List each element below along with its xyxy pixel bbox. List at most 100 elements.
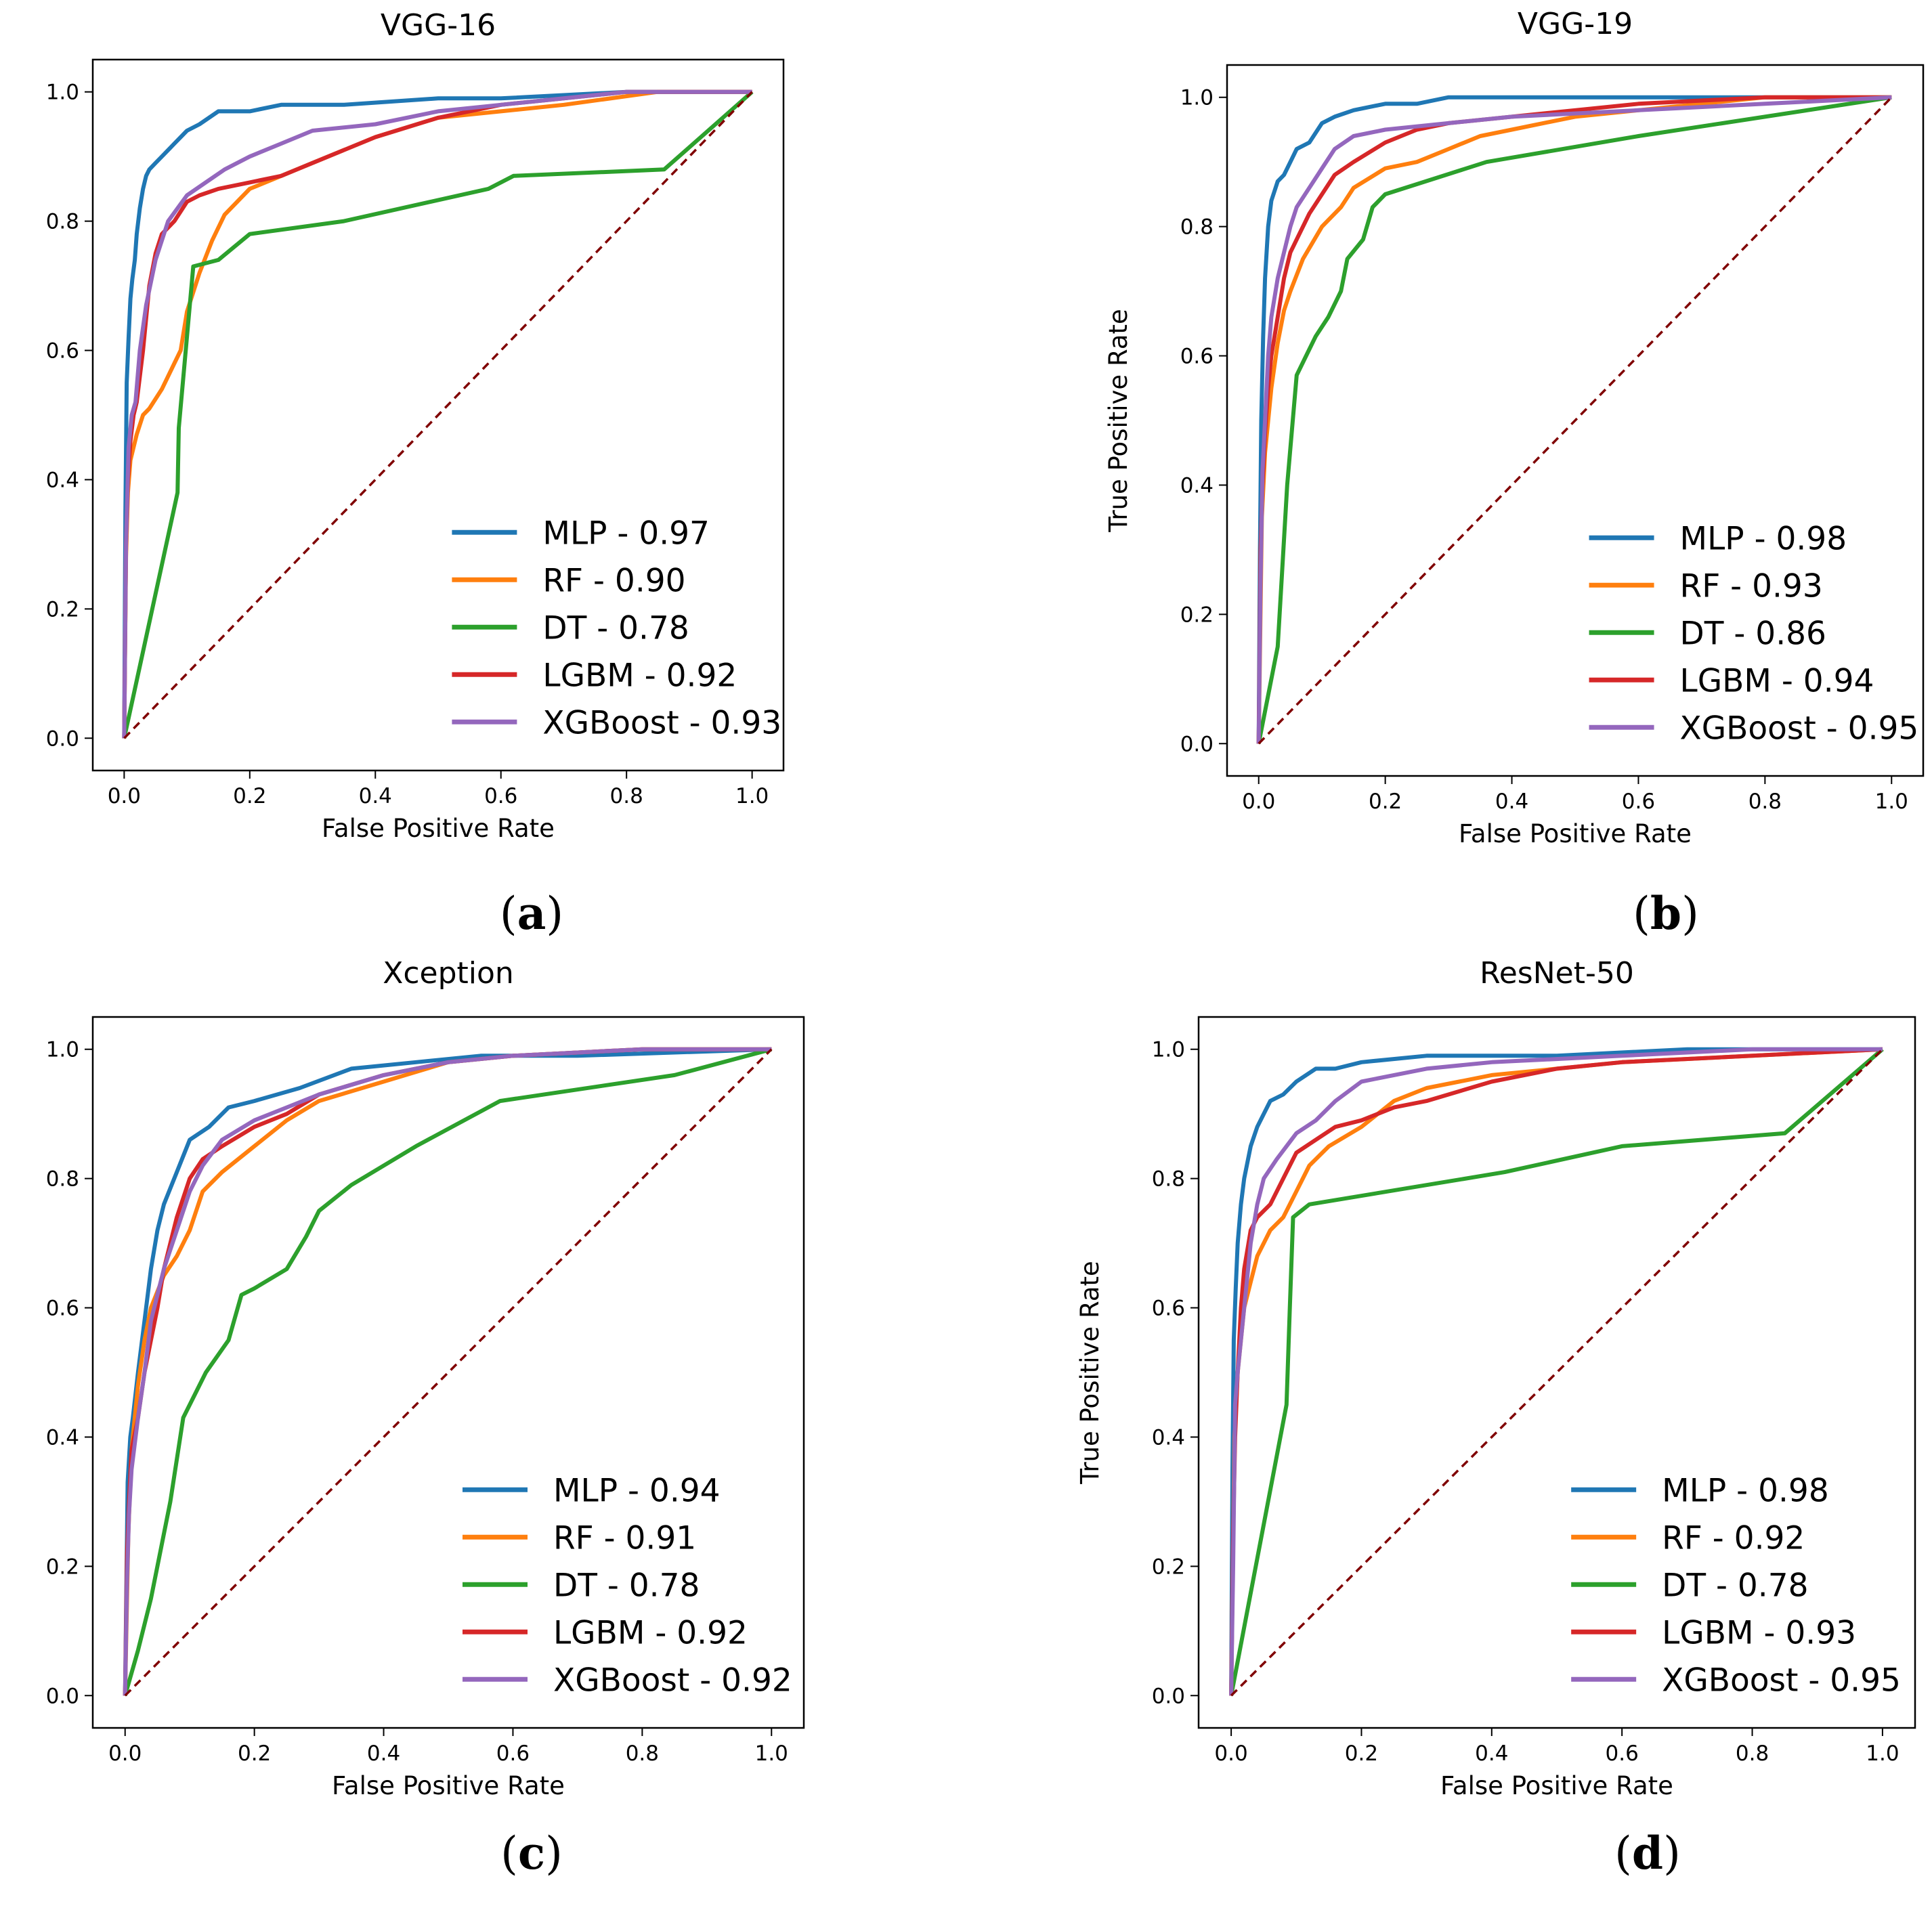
legend-label-lgbm: LGBM - 0.94 xyxy=(1680,662,1874,699)
x-tick-label: 0.6 xyxy=(484,784,517,808)
legend-label-xgboost: XGBoost - 0.92 xyxy=(553,1662,792,1699)
panel-caption: (c) xyxy=(500,1827,563,1880)
x-tick-label: 0.0 xyxy=(108,784,141,808)
legend-label-xgboost: XGBoost - 0.93 xyxy=(542,704,781,741)
legend-label-rf: RF - 0.92 xyxy=(1662,1519,1805,1557)
chart-title: VGG-19 xyxy=(1518,7,1633,41)
legend-label-mlp: MLP - 0.97 xyxy=(542,515,710,552)
x-tick-label: 0.2 xyxy=(1369,789,1402,814)
x-tick-label: 1.0 xyxy=(1866,1741,1899,1766)
x-tick-label: 0.8 xyxy=(626,1741,659,1766)
panel-caption: (a) xyxy=(500,887,563,940)
x-tick-label: 0.8 xyxy=(1748,789,1782,814)
legend-label-dt: DT - 0.78 xyxy=(553,1567,700,1604)
x-tick-label: 0.2 xyxy=(1345,1741,1378,1766)
x-tick-label: 0.4 xyxy=(367,1741,400,1766)
y-tick-label: 0.4 xyxy=(1180,473,1214,498)
y-tick-label: 0.0 xyxy=(1180,732,1214,756)
legend-label-mlp: MLP - 0.98 xyxy=(1680,520,1847,557)
y-tick-label: 1.0 xyxy=(46,81,79,105)
legend-label-dt: DT - 0.78 xyxy=(1662,1567,1808,1604)
y-tick-label: 0.0 xyxy=(1152,1684,1185,1708)
x-tick-label: 0.4 xyxy=(359,784,392,808)
series-line-rf xyxy=(1256,95,1892,744)
x-tick-label: 0.4 xyxy=(1475,1741,1508,1766)
y-tick-label: 0.6 xyxy=(1152,1297,1185,1321)
y-tick-label: 1.0 xyxy=(46,1038,79,1062)
panel-caption: (d) xyxy=(1614,1827,1681,1880)
series-line-xgboost xyxy=(123,1047,772,1696)
x-tick-label: 0.6 xyxy=(496,1741,530,1766)
plot-area-frame xyxy=(91,1016,805,1729)
chart-title: Xception xyxy=(383,956,514,991)
series-line-dt xyxy=(1229,1047,1884,1696)
x-axis-label: False Positive Rate xyxy=(332,1771,565,1800)
legend-label-mlp: MLP - 0.98 xyxy=(1662,1472,1829,1509)
x-axis-label: False Positive Rate xyxy=(322,814,555,843)
y-tick-label: 0.4 xyxy=(1152,1425,1185,1450)
x-tick-label: 0.0 xyxy=(1214,1741,1247,1766)
x-tick-label: 0.0 xyxy=(1242,789,1275,814)
legend: MLP - 0.98 RF - 0.92 DT - 0.78 LGBM - 0.93 X… xyxy=(1571,1472,1901,1699)
y-axis-label: True Positive Rate xyxy=(1075,1261,1104,1485)
series-line-dt xyxy=(123,1047,773,1697)
x-tick-label: 0.6 xyxy=(1622,789,1655,814)
y-tick-label: 0.2 xyxy=(1180,603,1214,627)
series-line-xgboost xyxy=(1256,95,1892,744)
y-tick-label: 1.0 xyxy=(1180,86,1214,110)
series-line-xgboost xyxy=(122,89,752,739)
x-tick-label: 0.8 xyxy=(610,784,643,808)
y-tick-label: 0.6 xyxy=(46,1297,79,1321)
y-tick-label: 0.4 xyxy=(46,1425,79,1450)
panel-caption: (b) xyxy=(1633,887,1699,940)
y-tick-label: 0.8 xyxy=(1180,215,1214,240)
x-tick-label: 1.0 xyxy=(735,784,769,808)
y-tick-label: 0.2 xyxy=(46,597,79,622)
x-tick-label: 0.2 xyxy=(233,784,266,808)
x-tick-label: 0.8 xyxy=(1736,1741,1769,1766)
y-tick-label: 0.0 xyxy=(46,1684,79,1708)
x-tick-label: 0.0 xyxy=(108,1741,142,1766)
legend-label-rf: RF - 0.93 xyxy=(1680,567,1823,605)
series-line-mlp xyxy=(1229,1047,1883,1696)
plot-area-frame xyxy=(1197,1016,1916,1729)
y-tick-label: 0.4 xyxy=(46,468,79,492)
chance-diagonal-line xyxy=(123,91,753,739)
legend: MLP - 0.94 RF - 0.91 DT - 0.78 LGBM - 0.92 X… xyxy=(463,1472,792,1699)
y-tick-label: 0.8 xyxy=(1152,1167,1185,1192)
legend-label-mlp: MLP - 0.94 xyxy=(553,1472,721,1509)
series-line-dt xyxy=(122,90,754,739)
chance-diagonal-line xyxy=(1230,1048,1884,1697)
y-tick-label: 0.6 xyxy=(46,339,79,364)
legend: MLP - 0.98 RF - 0.93 DT - 0.86 LGBM - 0.94 X… xyxy=(1589,520,1919,747)
y-tick-label: 0.0 xyxy=(46,727,79,751)
y-tick-label: 1.0 xyxy=(1152,1038,1185,1062)
plot-area-frame xyxy=(91,58,785,772)
series-line-mlp xyxy=(122,89,752,739)
x-axis-label: False Positive Rate xyxy=(1440,1771,1673,1800)
legend-label-dt: DT - 0.78 xyxy=(542,609,689,647)
y-tick-label: 0.2 xyxy=(46,1555,79,1579)
x-tick-label: 1.0 xyxy=(755,1741,788,1766)
legend-label-xgboost: XGBoost - 0.95 xyxy=(1680,710,1919,747)
legend-label-lgbm: LGBM - 0.92 xyxy=(553,1614,748,1651)
x-tick-label: 0.6 xyxy=(1606,1741,1639,1766)
legend-label-xgboost: XGBoost - 0.95 xyxy=(1662,1662,1901,1699)
chart-panel-2: VGG-19 0.0 0.0 0.2 0.2 0.4 0.4 0.6 0.6 0.8 0.8 1.0 1… xyxy=(1104,7,1925,940)
chart-panel-4: ResNet-50 0.0 0.0 0.2 0.2 0.4 0.4 0.6 0.6 0.8 0.8 1… xyxy=(1075,956,1916,1880)
x-axis-label: False Positive Rate xyxy=(1459,819,1692,848)
x-tick-label: 0.4 xyxy=(1495,789,1528,814)
y-tick-label: 0.2 xyxy=(1152,1555,1185,1579)
legend-label-lgbm: LGBM - 0.93 xyxy=(1662,1614,1856,1651)
y-tick-label: 0.6 xyxy=(1180,345,1214,369)
chart-title: VGG-16 xyxy=(381,8,496,43)
legend: MLP - 0.97 RF - 0.90 DT - 0.78 LGBM - 0.92 X… xyxy=(452,515,781,741)
series-line-rf xyxy=(122,89,752,739)
series-line-xgboost xyxy=(1229,1047,1883,1696)
chart-panel-3: Xception 0.0 0.0 0.2 0.2 0.4 0.4 0.6 0.6 0.8 0.8 1.… xyxy=(46,956,805,1880)
y-tick-label: 0.8 xyxy=(46,210,79,234)
legend-label-rf: RF - 0.91 xyxy=(553,1519,696,1557)
chance-diagonal-line xyxy=(124,1048,773,1697)
